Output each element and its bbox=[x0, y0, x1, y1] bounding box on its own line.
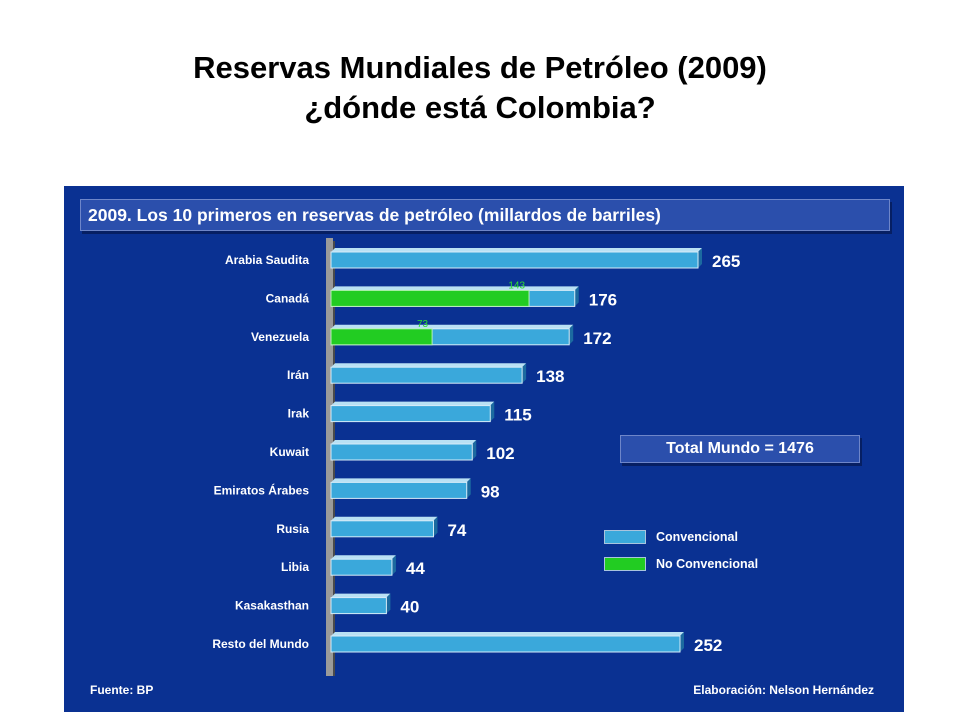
bar-top-face bbox=[331, 516, 438, 521]
bar-side-face bbox=[433, 516, 438, 537]
legend-label-conventional: Convencional bbox=[656, 530, 738, 544]
slide-title-line1: Reservas Mundiales de Petróleo (2009) bbox=[193, 50, 767, 85]
category-label: Canadá bbox=[266, 291, 310, 305]
y-axis-bar bbox=[326, 238, 333, 676]
bar-value-label: 252 bbox=[694, 636, 722, 655]
bar-conventional bbox=[330, 481, 468, 499]
category-label: Rusia bbox=[276, 522, 309, 536]
bar-side-face bbox=[391, 555, 396, 576]
chart-panel: Arabia Saudita 265 Canadá 143 176 Venezuela 73… bbox=[64, 186, 904, 712]
bar-conventional bbox=[330, 520, 434, 538]
category-label: Venezuela bbox=[251, 330, 309, 344]
category-label: Irán bbox=[287, 368, 309, 382]
chart-title: 2009. Los 10 primeros en reservas de pet… bbox=[80, 199, 890, 231]
bar-value-label: 40 bbox=[400, 598, 419, 617]
bar-value-label: 176 bbox=[589, 290, 617, 309]
credit-note: Elaboración: Nelson Hernández bbox=[693, 683, 874, 697]
category-label: Kasakasthan bbox=[235, 599, 309, 613]
total-world-badge: Total Mundo = 1476 bbox=[620, 435, 860, 463]
bar-inner-label: 73 bbox=[417, 319, 429, 330]
bar-conventional bbox=[330, 366, 523, 384]
bar-side-face bbox=[472, 440, 477, 460]
bar-value-label: 115 bbox=[504, 406, 531, 425]
bar-value-label: 98 bbox=[481, 482, 500, 501]
bar-top-face bbox=[331, 593, 391, 598]
bar-top-face bbox=[331, 324, 574, 329]
bar-side-face bbox=[698, 248, 702, 268]
category-label: Libia bbox=[281, 560, 309, 574]
bar-top-face bbox=[331, 478, 471, 483]
slide-title: Reservas Mundiales de Petróleo (2009) ¿d… bbox=[0, 48, 960, 128]
bar-top-face bbox=[331, 363, 527, 368]
bar-top-face bbox=[331, 401, 495, 406]
bar-top-face bbox=[331, 555, 396, 560]
bar-unconventional bbox=[330, 328, 433, 346]
legend-swatch-conventional bbox=[604, 530, 646, 544]
bar-value-label: 265 bbox=[712, 252, 740, 271]
bar-conventional bbox=[330, 597, 387, 615]
bar-side-face bbox=[466, 478, 471, 499]
bar-side-face bbox=[386, 593, 391, 614]
bar-top-face bbox=[331, 248, 702, 252]
category-label: Irak bbox=[288, 407, 310, 421]
legend-label-unconventional: No Convencional bbox=[656, 557, 759, 571]
bar-unconventional bbox=[330, 289, 530, 307]
legend-swatch-unconventional bbox=[604, 557, 646, 571]
bar-value-label: 172 bbox=[583, 329, 611, 348]
bar-side-face bbox=[522, 363, 527, 384]
category-label: Resto del Mundo bbox=[212, 637, 309, 651]
bar-conventional bbox=[330, 251, 699, 269]
bar-inner-label: 143 bbox=[508, 280, 525, 291]
bar-top-face bbox=[331, 286, 579, 291]
bar-conventional bbox=[330, 635, 681, 653]
bar-top-face bbox=[331, 632, 684, 636]
bar-side-face bbox=[569, 324, 574, 345]
bar-side-face bbox=[679, 632, 684, 652]
bar-side-face bbox=[574, 286, 579, 307]
slide-title-line2: ¿dónde está Colombia? bbox=[304, 90, 656, 125]
bar-chart: Arabia Saudita 265 Canadá 143 176 Venezuela 73… bbox=[212, 238, 740, 676]
bar-value-label: 138 bbox=[536, 367, 564, 386]
bar-value-label: 44 bbox=[406, 559, 425, 578]
source-note: Fuente: BP bbox=[90, 683, 154, 697]
bar-side-face bbox=[490, 401, 495, 422]
bar-conventional bbox=[330, 558, 393, 576]
category-label: Kuwait bbox=[270, 445, 309, 459]
category-label: Arabia Saudita bbox=[225, 253, 309, 267]
bar-conventional bbox=[330, 405, 491, 423]
bar-conventional bbox=[330, 443, 473, 461]
bar-top-face bbox=[331, 440, 477, 444]
category-label: Emiratos Árabes bbox=[214, 482, 310, 497]
bar-value-label: 74 bbox=[447, 521, 466, 540]
bar-value-label: 102 bbox=[486, 444, 514, 463]
